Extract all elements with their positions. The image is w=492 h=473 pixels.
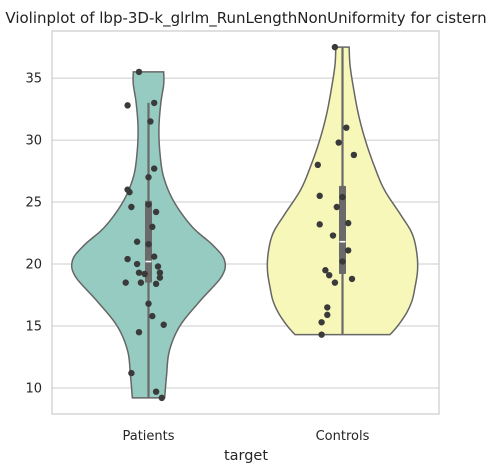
- data-point-controls-13: [322, 267, 329, 274]
- data-point-controls-8: [345, 219, 352, 227]
- data-point-controls-10: [329, 232, 337, 239]
- data-point-controls-17: [324, 304, 331, 311]
- data-point-patients-23: [122, 279, 129, 286]
- data-point-patients-14: [151, 253, 158, 260]
- y-tick-label-25: 25: [25, 196, 42, 211]
- data-point-patients-4: [151, 165, 158, 172]
- data-point-controls-7: [333, 203, 340, 211]
- data-point-patients-9: [152, 208, 160, 216]
- data-point-controls-4: [314, 161, 321, 169]
- data-point-patients-17: [154, 263, 162, 270]
- data-point-controls-12: [339, 258, 346, 265]
- data-point-controls-16: [331, 279, 339, 286]
- y-axis-ticks: 10 15 20 25 30 35: [25, 72, 42, 397]
- data-point-patients-31: [158, 394, 165, 402]
- data-point-controls-1: [343, 124, 350, 131]
- data-point-patients-16: [133, 260, 141, 268]
- violin-layer: [70, 46, 419, 399]
- y-tick-label-30: 30: [25, 134, 42, 149]
- data-point-controls-19: [318, 319, 325, 326]
- data-point-patients-22: [137, 279, 145, 286]
- data-point-patients-1: [124, 102, 131, 109]
- iqr-box-controls: [339, 185, 346, 274]
- data-point-patients-11: [133, 238, 141, 245]
- data-point-patients-13: [145, 240, 152, 248]
- data-point-patients-2: [151, 99, 158, 107]
- y-tick-label-15: 15: [25, 319, 42, 334]
- data-point-controls-18: [324, 311, 331, 319]
- data-point-patients-3: [147, 118, 154, 125]
- x-axis-label: target: [224, 448, 268, 464]
- point-layer: [122, 43, 358, 402]
- data-point-patients-27: [160, 321, 167, 328]
- data-point-patients-10: [145, 201, 152, 208]
- data-point-patients-7: [126, 188, 133, 196]
- y-tick-label-35: 35: [25, 72, 42, 87]
- data-point-controls-2: [335, 139, 342, 146]
- x-tick-label-patients: Patients: [122, 429, 174, 444]
- data-point-controls-5: [316, 192, 323, 200]
- data-point-patients-28: [135, 328, 143, 336]
- data-point-patients-5: [145, 174, 152, 181]
- data-point-controls-9: [316, 221, 323, 228]
- data-point-controls-15: [348, 275, 356, 283]
- data-point-controls-11: [345, 247, 352, 254]
- chart-title: Violinplot of lbp-3D-k_glrlm_RunLengthNo…: [5, 9, 486, 28]
- data-point-patients-26: [149, 312, 156, 320]
- data-point-patients-0: [135, 68, 143, 76]
- data-point-patients-8: [128, 203, 135, 211]
- data-point-patients-12: [149, 223, 156, 231]
- data-point-controls-0: [331, 43, 339, 51]
- data-point-controls-3: [350, 151, 358, 159]
- data-point-patients-29: [128, 369, 135, 377]
- data-point-patients-21: [156, 274, 164, 281]
- data-point-patients-18: [156, 269, 164, 276]
- y-tick-label-20: 20: [25, 258, 42, 273]
- data-point-controls-20: [318, 331, 325, 338]
- data-point-patients-30: [152, 388, 160, 395]
- data-point-patients-25: [145, 300, 152, 307]
- box-layer: [145, 47, 346, 398]
- x-axis-ticks: Patients Controls: [122, 429, 369, 444]
- data-point-controls-14: [326, 271, 333, 279]
- data-point-patients-19: [135, 269, 143, 276]
- data-point-controls-6: [339, 193, 346, 201]
- data-point-patients-20: [141, 270, 148, 278]
- plot-frame: [51, 30, 440, 415]
- data-point-patients-15: [124, 255, 131, 263]
- data-point-patients-24: [152, 280, 160, 288]
- y-tick-label-10: 10: [25, 381, 42, 396]
- x-tick-label-controls: Controls: [316, 429, 370, 444]
